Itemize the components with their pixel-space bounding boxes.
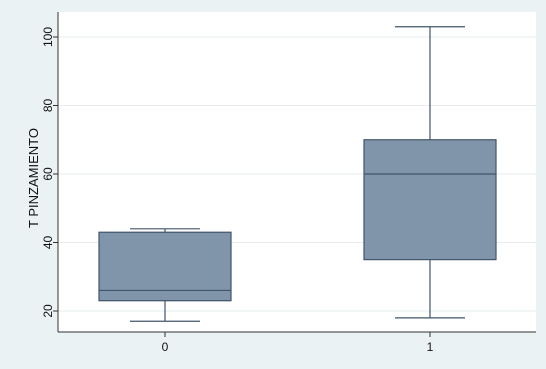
y-tick-label: 40 <box>41 236 55 250</box>
box-plot-1 <box>363 26 497 319</box>
y-tick-label: 20 <box>41 304 55 318</box>
box-plots <box>98 26 497 322</box>
y-axis-label: T PINZAMIENTO <box>26 128 41 228</box>
box-iqr <box>363 139 497 261</box>
x-tick-label: 1 <box>427 340 434 354</box>
box-plot-0 <box>98 228 232 322</box>
y-tick-label: 80 <box>41 99 55 113</box>
x-tick-label: 0 <box>162 340 169 354</box>
y-tick-label: 60 <box>41 167 55 181</box>
y-tick-label: 100 <box>41 27 55 47</box>
y-ticks: 20 40 60 80 100 <box>41 27 58 318</box>
box-iqr <box>98 231 232 302</box>
